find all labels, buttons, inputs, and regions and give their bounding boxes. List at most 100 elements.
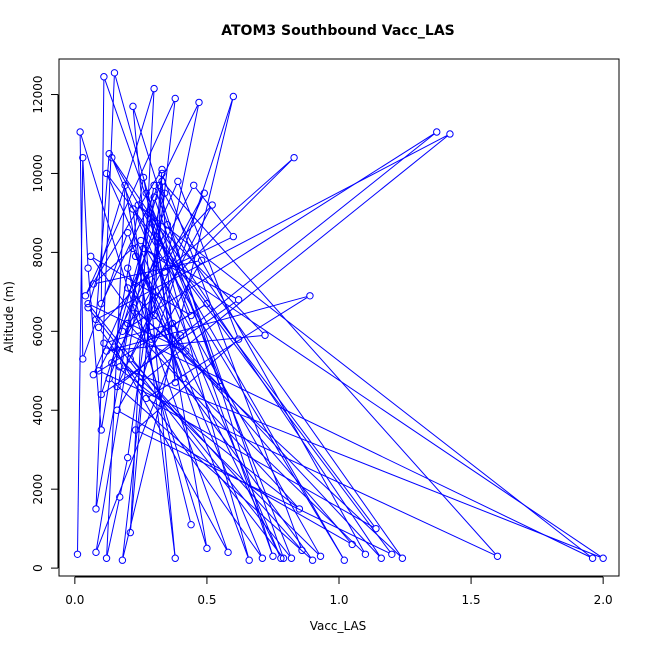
series-line-segment (106, 188, 126, 555)
series-line-segment (118, 196, 204, 384)
data-point (123, 453, 132, 462)
data-point (261, 331, 269, 339)
data-point (102, 347, 111, 355)
x-axis: 0.0 0.5 1.0 1.5 2.0 (65, 576, 613, 607)
data-point (118, 556, 127, 564)
data-point (171, 378, 179, 387)
series-line-segment (118, 262, 201, 408)
data-point (588, 554, 597, 562)
data-point (398, 554, 407, 562)
data-point (150, 193, 158, 201)
data-point (279, 554, 288, 562)
data-point (258, 554, 267, 562)
data-point (160, 268, 169, 276)
data-point (171, 554, 179, 562)
series-line-segment (107, 323, 170, 343)
data-point (129, 102, 137, 111)
data-point (179, 374, 187, 383)
y-tick-label: 10000 (31, 154, 45, 192)
series-line-segment (90, 304, 183, 351)
series-line-segment (122, 367, 601, 558)
data-point (340, 556, 348, 564)
data-point (306, 292, 314, 300)
data-point (110, 69, 119, 77)
series-line-segment (138, 431, 389, 554)
series-line-segment (128, 271, 191, 522)
data-point (100, 73, 108, 81)
data-point (150, 84, 158, 93)
series-line-segment (77, 161, 84, 551)
data-point (168, 319, 177, 328)
series-line-segment (100, 80, 105, 301)
series-line-segment (111, 380, 311, 559)
data-point (129, 205, 137, 213)
data-point (97, 426, 105, 434)
x-tick-label: 2.0 (594, 593, 613, 607)
series-line-segment (160, 188, 365, 552)
data-point (110, 343, 119, 351)
data-point (150, 181, 158, 189)
data-point (76, 128, 84, 136)
data-point (81, 292, 90, 300)
series-line-segment (93, 257, 189, 315)
series-line-segment (133, 251, 183, 376)
x-axis-label: Vacc_LAS (310, 619, 367, 633)
series-line-segment (149, 215, 191, 313)
series-line-segment (92, 258, 311, 558)
data-point (224, 548, 232, 557)
series-line-segment (137, 341, 237, 429)
data-point (139, 173, 148, 182)
data-point (493, 552, 502, 560)
data-point (123, 284, 132, 292)
data-point (308, 556, 317, 564)
data-point (123, 319, 132, 328)
series-line-segment (146, 249, 601, 557)
data-point (94, 367, 103, 375)
data-point (116, 493, 124, 501)
y-tick-label: 4000 (31, 395, 45, 426)
series-line-segment (96, 260, 199, 284)
data-point (126, 355, 135, 363)
data-point (79, 355, 87, 363)
data-point (287, 554, 296, 562)
series-line-segment (82, 161, 89, 265)
data-point (245, 556, 253, 564)
series-line-segment (154, 200, 220, 384)
data-point (84, 303, 92, 312)
data-point (150, 311, 158, 320)
series-line-segment (164, 105, 199, 269)
data-point (155, 181, 164, 189)
series-line-segment (129, 325, 298, 507)
series-line-segment (131, 207, 212, 357)
series-line-segment (140, 207, 264, 334)
y-tick-label: 8000 (31, 237, 45, 268)
data-point (102, 169, 111, 178)
data-point (108, 153, 116, 162)
data-point (203, 299, 211, 308)
series-line-segment (143, 135, 448, 381)
data-point (118, 327, 127, 336)
data-point (92, 315, 100, 324)
series-line-segment (96, 338, 180, 550)
data-point (446, 130, 454, 138)
data-point (295, 505, 304, 513)
data-point (171, 94, 179, 103)
data-point (94, 323, 103, 332)
series-line-segment (109, 335, 262, 352)
series-line-segment (133, 251, 262, 556)
data-point (142, 189, 150, 197)
data-point (113, 406, 121, 414)
x-tick-label: 1.5 (462, 593, 481, 607)
data-points (73, 69, 607, 564)
data-point (92, 505, 100, 513)
data-point (290, 153, 298, 162)
x-tick-label: 0.0 (65, 593, 84, 607)
data-point (131, 426, 140, 434)
y-tick-label: 2000 (31, 474, 45, 505)
series-line-segment (163, 183, 496, 555)
data-point (182, 347, 190, 355)
series-line-segment (161, 184, 176, 380)
data-point (203, 544, 211, 553)
data-point (433, 128, 441, 136)
